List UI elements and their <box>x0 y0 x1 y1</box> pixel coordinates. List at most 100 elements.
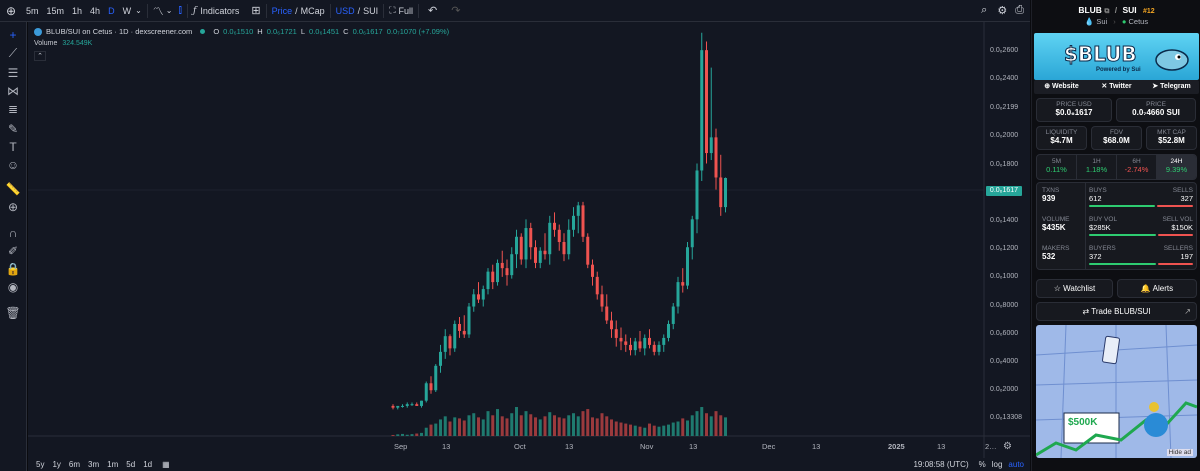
undo-icon[interactable]: ↶ <box>428 5 438 17</box>
volume-legend: Volume 324.549K <box>34 40 92 47</box>
timeframe-5m[interactable]: 5m <box>26 5 39 16</box>
trash-icon[interactable]: 🗑 <box>5 306 21 320</box>
redo-icon[interactable]: ↷ <box>451 5 461 17</box>
candle-body <box>434 365 438 391</box>
ruler-icon[interactable]: 📏 <box>5 182 21 196</box>
status-dot-icon <box>200 29 206 34</box>
range-1m[interactable]: 1m <box>107 460 119 469</box>
trade-button[interactable]: ⇄ Trade BLUB/SUI ↗ <box>1036 302 1197 321</box>
indicators-button[interactable]: ƒ Indicators <box>193 6 239 16</box>
period-1h[interactable]: 1H 1.18% <box>1077 155 1117 179</box>
auto-toggle[interactable]: auto <box>1008 460 1024 469</box>
layout-grid-icon[interactable]: ⊞ <box>251 5 261 17</box>
crosshair-icon[interactable]: + <box>9 28 17 42</box>
text-icon[interactable]: T <box>9 140 17 154</box>
volume-bar <box>695 411 699 436</box>
twitter-link[interactable]: ✕ Twitter <box>1089 80 1144 94</box>
volume-bar <box>586 409 590 436</box>
dex-name: Cetus <box>1128 17 1149 26</box>
date-range-icon[interactable]: ▦ <box>162 460 170 469</box>
buys-stat: BUYS SELLS 612 327 <box>1089 187 1193 207</box>
close-label: C <box>343 27 349 36</box>
website-link[interactable]: ⊕ Website <box>1034 80 1089 94</box>
volume-bar <box>453 417 457 436</box>
timeframe-4h[interactable]: 4h <box>90 5 101 16</box>
range-5y[interactable]: 5y <box>36 460 45 469</box>
fib-retracement-icon[interactable]: ≣ <box>7 102 19 116</box>
period-5m[interactable]: 5M 0.11% <box>1037 155 1077 179</box>
chart-canvas[interactable]: 0.0₆2600 0.0₆2400 0.0₆2199 0.0₆2000 0.0₆1800… <box>28 22 1030 458</box>
fullscreen-icon: ⛶ <box>389 5 396 15</box>
brush-icon[interactable]: ✎ <box>7 122 19 136</box>
price-chart[interactable]: 0.0₆2600 0.0₆2400 0.0₆2199 0.0₆2000 0.0₆1800… <box>28 22 1030 458</box>
chain-name: Sui <box>1096 17 1108 26</box>
candle-body <box>462 330 466 335</box>
utc-clock[interactable]: 19:08:58 (UTC) <box>913 460 969 469</box>
ad-banner[interactable]: $500K Hide ad <box>1036 325 1197 458</box>
sellers-label: SELLERS <box>1163 245 1193 252</box>
sui-toggle[interactable]: SUI <box>363 5 379 16</box>
candle-body <box>638 341 642 349</box>
period-24h[interactable]: 24H 9.39% <box>1157 155 1196 179</box>
gear-icon[interactable]: ⚙ <box>997 5 1008 17</box>
hide-ad-link[interactable]: Hide ad <box>1166 449 1193 456</box>
settings-icon[interactable]: ⚙ <box>1003 441 1012 452</box>
alerts-button[interactable]: 🔔 Alerts <box>1117 279 1197 298</box>
eye-icon[interactable]: ◉ <box>7 280 19 294</box>
buyers-value: 372 <box>1089 252 1102 261</box>
chevron-down-icon[interactable]: ⌄ <box>135 6 142 15</box>
timeframe-w[interactable]: W <box>122 5 132 16</box>
collapse-legend-button[interactable]: ⌃ <box>34 51 46 61</box>
volume-bar <box>591 417 594 436</box>
usd-toggle[interactable]: USD <box>335 5 355 16</box>
pair-base: BLUB <box>1078 5 1102 15</box>
x-icon: ✕ <box>1101 83 1108 90</box>
txns-stat: TXNS 939 <box>1042 187 1059 203</box>
horizontal-lines-icon[interactable]: ☰ <box>7 66 19 80</box>
pitchfork-icon[interactable]: ⋈ <box>7 84 19 98</box>
magnet-icon[interactable]: ∩ <box>8 226 18 240</box>
buys-ratio-bar <box>1089 205 1156 207</box>
percent-toggle[interactable]: % <box>978 460 986 469</box>
volume-bar <box>671 422 675 436</box>
lock-icon[interactable]: 🔒 <box>5 262 21 276</box>
range-1y[interactable]: 1y <box>52 460 61 469</box>
banner-title: $BLUB <box>1064 42 1138 67</box>
add-icon[interactable]: ⊕ <box>5 3 17 18</box>
price-tick-label: 0.0₆1800 <box>990 161 1018 168</box>
zoom-in-icon[interactable]: ⊕ <box>7 200 19 214</box>
range-5d[interactable]: 5d <box>126 460 136 469</box>
mcap-toggle[interactable]: MCap <box>300 5 325 16</box>
camera-icon[interactable]: ⎙ <box>1015 4 1024 16</box>
timeframe-15m[interactable]: 15m <box>46 5 65 16</box>
watchlist-button[interactable]: ☆ Watchlist <box>1036 279 1113 298</box>
volume-bar <box>401 433 404 436</box>
telegram-link[interactable]: ➤ Telegram <box>1144 80 1199 94</box>
timeframe-1h[interactable]: 1h <box>72 5 83 16</box>
price-usd-label: PRICE USD <box>1056 101 1092 108</box>
trend-line-icon[interactable]: ⟋ <box>8 46 18 60</box>
fullscreen-button[interactable]: ⛶ Full <box>389 5 413 16</box>
candle-body <box>415 404 419 406</box>
volume-bar <box>690 415 694 436</box>
price-native-label: PRICE <box>1146 101 1166 108</box>
price-toggle[interactable]: Price <box>271 5 293 16</box>
range-6m[interactable]: 6m <box>68 460 81 469</box>
candle-body <box>714 137 718 178</box>
volume-bar <box>600 413 604 436</box>
range-3m[interactable]: 3m <box>88 460 100 469</box>
range-1d[interactable]: 1d <box>143 460 153 469</box>
timeframe-d[interactable]: D <box>108 5 115 16</box>
search-icon[interactable]: ⌕ <box>981 4 988 16</box>
emoji-icon[interactable]: ☺ <box>6 158 20 172</box>
copy-icon[interactable]: ⧉ <box>1104 8 1110 15</box>
fdv-value: $68.0M <box>1103 136 1130 145</box>
log-toggle[interactable]: log <box>991 460 1003 469</box>
slash: / <box>295 5 298 16</box>
time-axis: Sep 13 Oct 13 Nov 13 Dec 13 2025 13 2… <box>394 442 997 451</box>
period-6h[interactable]: 6H -2.74% <box>1117 155 1157 179</box>
lock-drawings-icon[interactable]: ✐ <box>7 244 19 258</box>
line-chart-icon[interactable]: 〽 <box>152 5 164 18</box>
chevron-down-icon[interactable]: ⌄ <box>165 6 173 15</box>
candles-icon[interactable]: ⫾ <box>178 4 182 16</box>
